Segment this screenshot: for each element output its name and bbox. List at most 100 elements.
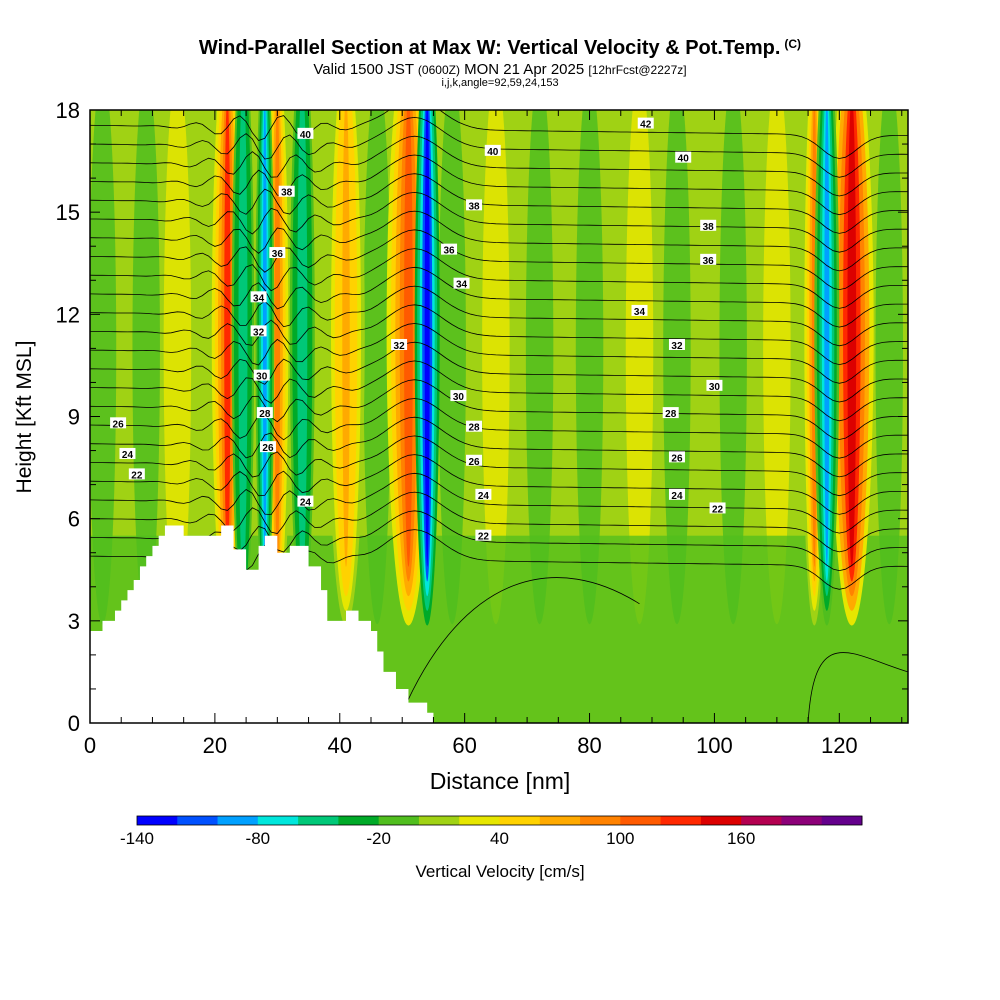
theta-label: 36 <box>441 243 458 257</box>
theta-label: 24 <box>297 495 314 509</box>
theta-label-bg <box>631 304 648 316</box>
colorbar-swatch <box>781 816 823 825</box>
colorbar-swatch <box>338 816 380 825</box>
theta-label: 32 <box>250 325 267 338</box>
x-tick-label: 40 <box>328 733 352 758</box>
theta-contour <box>90 191 908 253</box>
colorbar-swatch <box>821 816 863 825</box>
theta-label-text: 32 <box>671 341 683 352</box>
colorbar-frame <box>136 815 863 826</box>
colorbar-swatch <box>700 816 742 825</box>
theta-label-text: 24 <box>671 491 683 502</box>
weak-motion-band <box>763 110 791 625</box>
theta-label: 22 <box>475 529 492 543</box>
updraft-column <box>847 110 857 567</box>
theta-label: 22 <box>709 502 726 515</box>
theta-label-bg <box>278 185 295 197</box>
downdraft-column <box>824 110 830 567</box>
x-tick-label: 20 <box>203 733 227 758</box>
theta-label: 38 <box>278 185 295 199</box>
colorbar-swatch <box>499 816 541 825</box>
theta-label: 36 <box>269 247 286 260</box>
theta-contour <box>90 285 908 347</box>
theta-label-text: 24 <box>478 491 490 502</box>
theta-label: 28 <box>662 407 679 420</box>
theta-label-text: 40 <box>487 147 499 158</box>
downdraft-column <box>424 110 430 567</box>
theta-contour <box>90 229 908 291</box>
weak-motion-band <box>575 110 604 625</box>
theta-label-text: 28 <box>665 409 677 420</box>
theta-label: 36 <box>700 253 717 267</box>
y-tick-label: 15 <box>56 200 80 225</box>
theta-label-bg <box>119 447 136 459</box>
theta-label-bg <box>269 247 286 259</box>
colorbar-swatch <box>741 816 782 825</box>
theta-label-text: 22 <box>478 532 490 543</box>
theta-label-text: 24 <box>122 450 134 461</box>
x-axis-label: Distance [nm] <box>429 768 571 794</box>
theta-label: 32 <box>668 338 685 352</box>
theta-label-text: 28 <box>468 423 480 434</box>
theta-label-bg <box>484 144 501 156</box>
weak-motion-band <box>163 110 192 625</box>
colorbar-swatch <box>539 816 581 825</box>
colorbar-swatch <box>177 816 219 825</box>
theta-contour <box>90 173 908 234</box>
theta-label: 24 <box>668 488 685 502</box>
updraft-column <box>274 110 281 567</box>
theta-contour <box>90 110 908 159</box>
theta-label-text: 36 <box>443 246 455 257</box>
theta-label-text: 28 <box>259 409 271 420</box>
theta-contour <box>90 266 908 328</box>
y-tick-label: 3 <box>68 609 80 634</box>
theta-label: 26 <box>110 417 127 430</box>
weak-motion-band <box>438 110 466 625</box>
weak-motion-band <box>625 110 654 625</box>
theta-label-bg <box>675 151 692 163</box>
theta-label-bg <box>256 407 273 419</box>
colorbar-tick-label: 160 <box>727 829 755 848</box>
colorbar-swatch <box>418 816 460 825</box>
theta-label: 26 <box>668 451 685 464</box>
theta-label-bg <box>441 243 458 255</box>
theta-label: 28 <box>256 407 273 420</box>
theta-label-text: 40 <box>678 154 690 165</box>
colorbar-tick-label: -80 <box>246 829 271 848</box>
theta-contour <box>90 248 908 309</box>
theta-label-text: 30 <box>453 392 465 403</box>
theta-contour <box>90 135 908 197</box>
theta-label-bg <box>453 277 470 289</box>
theta-label: 22 <box>128 468 145 481</box>
theta-label-text: 22 <box>131 470 143 481</box>
theta-contour <box>90 341 908 403</box>
theta-label: 38 <box>466 199 483 212</box>
theta-label-text: 22 <box>712 504 724 515</box>
theta-label-text: 26 <box>671 453 683 464</box>
theta-label: 24 <box>119 447 136 461</box>
theta-label: 24 <box>475 488 492 502</box>
theta-label-bg <box>668 451 685 463</box>
theta-label: 32 <box>391 338 408 352</box>
colorbar-tick-label: 100 <box>606 829 634 848</box>
theta-contour <box>90 304 908 366</box>
theta-contour <box>90 416 908 478</box>
colorbar-swatch <box>137 816 178 825</box>
theta-contour <box>401 577 640 713</box>
theta-label-bg <box>709 502 726 514</box>
chart-title: Wind-Parallel Section at Max W: Vertical… <box>198 37 802 59</box>
theta-label-bg <box>253 369 270 381</box>
theta-label: 34 <box>250 291 267 304</box>
theta-label-text: 26 <box>262 443 274 454</box>
theta-label-bg <box>110 417 127 429</box>
theta-contour <box>90 154 908 216</box>
theta-label-bg <box>700 253 717 265</box>
y-tick-label: 6 <box>68 507 80 532</box>
theta-label-bg <box>259 441 276 453</box>
theta-label-bg <box>297 127 314 139</box>
downdraft-column <box>262 110 267 567</box>
chart-subtitle: Valid 1500 JST (0600Z) MON 21 Apr 2025 [… <box>313 61 687 78</box>
theta-contour <box>90 472 908 534</box>
theta-label-bg <box>250 291 267 303</box>
